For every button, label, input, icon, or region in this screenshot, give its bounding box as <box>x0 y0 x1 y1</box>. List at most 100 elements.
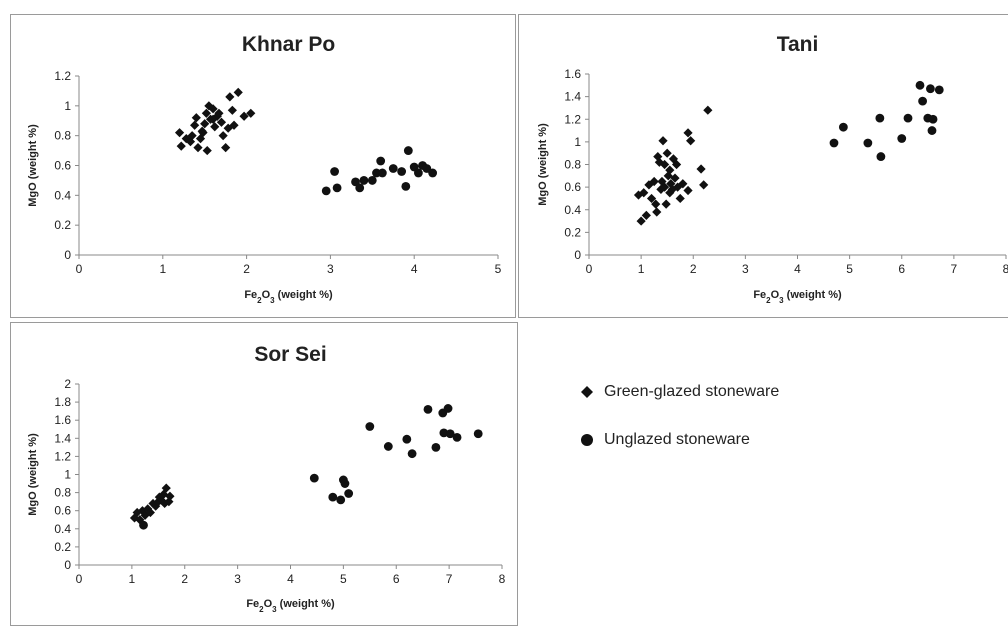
y-tick-label: 1.4 <box>564 90 581 104</box>
y-tick-label: 0.6 <box>54 504 71 518</box>
y-tick-label: 1 <box>64 468 71 482</box>
y-tick-label: 0.6 <box>54 159 71 173</box>
data-point-green-glazed <box>683 128 693 138</box>
data-point-green-glazed <box>210 122 220 132</box>
chart-tani: Tani 0 1 2 3 4 5 6 7 8 0 0.2 0.4 0.6 0.8 1 1.2 1.4 1.6 Fe2O… <box>537 33 1008 305</box>
y-axis-label: MgO (weight %) <box>537 123 549 206</box>
data-point-unglazed <box>838 122 848 132</box>
data-point-unglazed <box>876 152 886 161</box>
diamond-marker-icon <box>581 386 593 398</box>
data-point-unglazed <box>328 492 338 502</box>
x-tick-label: 4 <box>794 262 801 276</box>
x-tick-label: 8 <box>499 572 506 586</box>
y-tick-label: 1 <box>574 135 581 149</box>
x-tick-label: 6 <box>393 572 400 586</box>
x-tick-label: 3 <box>327 262 334 276</box>
x-tick-label: 7 <box>951 262 958 276</box>
y-tick-label: 1.2 <box>564 112 581 126</box>
y-tick-label: 1 <box>64 99 71 113</box>
x-tick-label: 5 <box>495 262 502 276</box>
data-point-green-glazed <box>652 207 662 217</box>
chart-title: Tani <box>777 33 819 56</box>
data-point-unglazed <box>428 168 438 178</box>
y-tick-label: 0.8 <box>54 129 71 143</box>
data-point-green-glazed <box>221 143 231 153</box>
data-point-green-glazed <box>653 151 663 162</box>
legend: Green-glazed stoneware Unglazed stonewar… <box>580 380 779 476</box>
data-point-unglazed <box>401 181 411 191</box>
chart-panel-sor-sei: Sor Sei 0 1 2 3 4 5 6 7 8 0 0.2 0.4 0.6 0.8 1 1.2 1.4 1.6 1… <box>10 322 518 626</box>
data-point-green-glazed <box>227 105 237 115</box>
x-tick-label: 0 <box>76 572 83 586</box>
x-axis-label: Fe2O3 (weight %) <box>246 598 335 614</box>
y-tick-label: 0.4 <box>564 203 581 217</box>
data-point-green-glazed <box>675 193 685 204</box>
data-point-unglazed <box>903 113 913 123</box>
data-point-green-glazed <box>239 111 249 121</box>
data-point-unglazed <box>928 114 938 124</box>
y-tick-label: 2 <box>64 377 71 391</box>
data-point-green-glazed <box>646 193 657 204</box>
data-point-green-glazed <box>233 87 243 98</box>
data-point-green-glazed <box>658 136 668 146</box>
data-point-green-glazed <box>187 131 197 141</box>
chart-panel-khnar-po: Khnar Po 0 1 2 3 4 5 0 0.2 0.4 0.6 0.8 1 1.2 Fe2O3 (we… <box>10 14 516 318</box>
y-axis-label: MgO (weight %) <box>27 124 39 207</box>
data-point-unglazed <box>377 168 387 178</box>
x-tick-label: 6 <box>898 262 905 276</box>
data-point-green-glazed <box>193 143 203 153</box>
data-point-unglazed <box>402 434 412 444</box>
data-point-unglazed <box>309 473 319 483</box>
x-tick-label: 1 <box>129 572 136 586</box>
data-point-green-glazed <box>176 141 186 151</box>
data-point-unglazed <box>403 146 413 155</box>
legend-item-unglazed: Unglazed stoneware <box>580 428 779 452</box>
y-tick-label: 0 <box>64 558 71 572</box>
data-point-unglazed <box>365 422 375 431</box>
x-tick-label: 0 <box>586 262 593 276</box>
data-point-green-glazed <box>666 179 676 189</box>
y-tick-label: 0.4 <box>54 522 71 536</box>
data-point-unglazed <box>918 96 927 106</box>
data-point-unglazed <box>934 85 944 95</box>
data-point-unglazed <box>927 126 937 135</box>
x-tick-label: 2 <box>690 262 697 276</box>
data-point-unglazed <box>413 168 423 178</box>
data-point-green-glazed <box>202 145 212 156</box>
data-point-unglazed <box>431 442 441 452</box>
data-point-green-glazed <box>246 108 256 118</box>
data-point-green-glazed <box>185 137 196 147</box>
chart-khnar-po: Khnar Po 0 1 2 3 4 5 0 0.2 0.4 0.6 0.8 1 1.2 Fe2O3 (we… <box>27 33 502 305</box>
y-tick-label: 0 <box>64 248 71 262</box>
x-tick-label: 3 <box>742 262 749 276</box>
data-point-green-glazed <box>696 164 706 174</box>
data-point-green-glazed <box>225 92 235 102</box>
data-point-green-glazed <box>662 148 672 158</box>
data-point-green-glazed <box>678 179 688 189</box>
y-tick-label: 1.2 <box>54 449 71 463</box>
x-tick-label: 1 <box>638 262 645 276</box>
x-tick-label: 5 <box>340 572 347 586</box>
data-point-unglazed <box>359 176 369 185</box>
data-point-green-glazed <box>703 105 713 115</box>
data-point-unglazed <box>452 432 462 442</box>
data-point-unglazed <box>445 429 455 439</box>
chart-sor-sei: Sor Sei 0 1 2 3 4 5 6 7 8 0 0.2 0.4 0.6 0.8 1 1.2 1.4 1.6 1… <box>27 343 506 614</box>
data-point-green-glazed <box>673 182 683 192</box>
x-tick-label: 2 <box>243 262 250 276</box>
y-tick-label: 1.6 <box>54 413 71 427</box>
legend-label: Green-glazed stoneware <box>604 383 780 400</box>
x-tick-label: 3 <box>234 572 241 586</box>
data-point-green-glazed <box>161 483 171 493</box>
data-point-unglazed <box>863 138 873 148</box>
data-point-green-glazed <box>665 188 675 198</box>
data-point-unglazed <box>367 176 377 185</box>
data-point-green-glazed <box>132 507 142 518</box>
data-point-unglazed <box>388 164 398 173</box>
data-point-green-glazed <box>208 114 218 124</box>
chart-panel-tani: Tani 0 1 2 3 4 5 6 7 8 0 0.2 0.4 0.6 0.8 1 1.2 1.4 1.6 Fe2O… <box>518 14 1008 318</box>
y-tick-label: 0.8 <box>564 158 581 172</box>
data-point-unglazed <box>473 429 483 439</box>
circle-marker-icon <box>581 434 593 446</box>
data-point-unglazed <box>332 183 342 193</box>
